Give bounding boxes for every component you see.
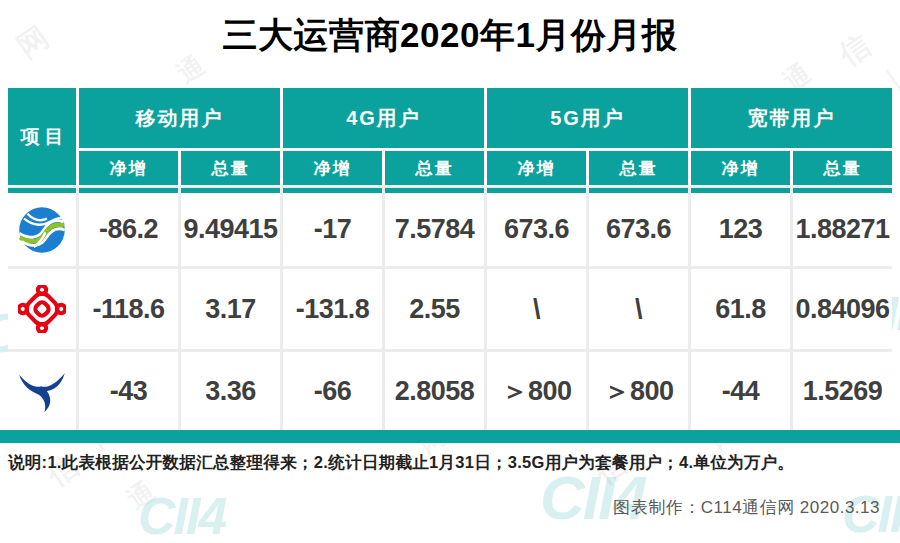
cell-broadband-net: 123 bbox=[691, 188, 790, 266]
table-corner-project-label: 项目 bbox=[8, 88, 76, 185]
china-mobile-logo bbox=[15, 203, 69, 257]
infographic-canvas: 网通信通｜通信网通｜网信通信网网CII4CII4CII4CII4CII4CII4… bbox=[0, 0, 900, 543]
cell-5g-total: ＞800 bbox=[589, 352, 688, 430]
cell-mobile-net: -86.2 bbox=[79, 188, 178, 266]
table-row-operator-cell bbox=[8, 269, 76, 349]
cell-4g-net: -17 bbox=[283, 188, 382, 266]
col-group-broadband-users: 宽带用户 bbox=[691, 88, 892, 148]
cell-5g-net: ＞800 bbox=[487, 352, 586, 430]
cell-5g-net: \ bbox=[487, 269, 586, 349]
cell-mobile-total: 9.49415 bbox=[181, 188, 280, 266]
subheader-mobile-total: 总量 bbox=[181, 151, 280, 185]
col-group-mobile-users: 移动用户 bbox=[79, 88, 280, 148]
operators-monthly-table: 项目 移动用户 4G用户 5G用户 宽带用户 净增 总量 净增 总量 净增 总量… bbox=[8, 88, 892, 430]
page-title: 三大运营商2020年1月份月报 bbox=[0, 12, 900, 59]
cell-4g-total: 2.8058 bbox=[385, 352, 484, 430]
cell-4g-net: -66 bbox=[283, 352, 382, 430]
cell-5g-total: 673.6 bbox=[589, 188, 688, 266]
col-group-5g-users: 5G用户 bbox=[487, 88, 688, 148]
cell-4g-total: 2.55 bbox=[385, 269, 484, 349]
china-unicom-logo bbox=[15, 282, 69, 336]
subheader-5g-total: 总量 bbox=[589, 151, 688, 185]
subheader-mobile-net: 净增 bbox=[79, 151, 178, 185]
teal-divider-bar bbox=[0, 430, 900, 443]
subheader-broadband-total: 总量 bbox=[793, 151, 892, 185]
table-row-operator-cell bbox=[8, 188, 76, 266]
cell-broadband-total: 1.5269 bbox=[793, 352, 892, 430]
cell-broadband-net: 61.8 bbox=[691, 269, 790, 349]
subheader-4g-net: 净增 bbox=[283, 151, 382, 185]
cell-4g-total: 7.5784 bbox=[385, 188, 484, 266]
cell-broadband-net: -44 bbox=[691, 352, 790, 430]
cell-broadband-total: 1.88271 bbox=[793, 188, 892, 266]
cell-mobile-net: -43 bbox=[79, 352, 178, 430]
subheader-broadband-net: 净增 bbox=[691, 151, 790, 185]
subheader-4g-total: 总量 bbox=[385, 151, 484, 185]
cell-4g-net: -131.8 bbox=[283, 269, 382, 349]
cell-mobile-total: 3.17 bbox=[181, 269, 280, 349]
c114-logo-watermark: CII4 bbox=[138, 486, 225, 543]
subheader-5g-net: 净增 bbox=[487, 151, 586, 185]
credit-line: 图表制作：C114通信网 2020.3.13 bbox=[613, 496, 880, 519]
cell-mobile-net: -118.6 bbox=[79, 269, 178, 349]
china-telecom-logo bbox=[15, 364, 69, 418]
text-watermark: 通 bbox=[120, 474, 161, 518]
table-row-operator-cell bbox=[8, 352, 76, 430]
cell-5g-net: 673.6 bbox=[487, 188, 586, 266]
cell-mobile-total: 3.36 bbox=[181, 352, 280, 430]
cell-5g-total: \ bbox=[589, 269, 688, 349]
footnotes-text: 说明:1.此表根据公开数据汇总整理得来；2.统计日期截止1月31日；3.5G用户… bbox=[8, 452, 896, 474]
col-group-4g-users: 4G用户 bbox=[283, 88, 484, 148]
cell-broadband-total: 0.84096 bbox=[793, 269, 892, 349]
